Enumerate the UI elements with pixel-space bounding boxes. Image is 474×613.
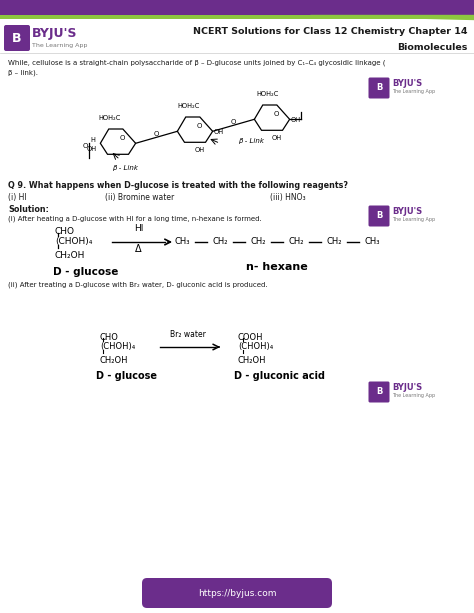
Text: O: O: [273, 111, 279, 117]
FancyBboxPatch shape: [0, 0, 474, 15]
Text: OH: OH: [271, 135, 281, 141]
Text: CH₂OH: CH₂OH: [55, 251, 85, 260]
Text: H: H: [90, 137, 95, 143]
Text: (CHOH)₄: (CHOH)₄: [55, 237, 92, 246]
Text: D - glucose: D - glucose: [96, 371, 157, 381]
Text: BYJU'S: BYJU'S: [392, 383, 422, 392]
FancyBboxPatch shape: [142, 578, 332, 608]
Text: CH₃: CH₃: [174, 237, 190, 246]
FancyBboxPatch shape: [0, 15, 474, 19]
Text: HOH₂C: HOH₂C: [178, 103, 200, 109]
Text: CHO: CHO: [100, 333, 119, 342]
Text: The Learning App: The Learning App: [32, 44, 87, 48]
FancyBboxPatch shape: [4, 25, 30, 51]
Text: B: B: [376, 83, 382, 93]
Text: CH₂OH: CH₂OH: [100, 356, 128, 365]
Text: n- hexane: n- hexane: [246, 262, 308, 272]
FancyBboxPatch shape: [368, 77, 390, 99]
Text: B: B: [12, 31, 22, 45]
Text: OH: OH: [291, 118, 301, 123]
Text: CH₂: CH₂: [288, 237, 304, 246]
Text: β – link).: β – link).: [8, 70, 38, 77]
Text: The Learning App: The Learning App: [392, 216, 435, 221]
Text: Br₂ water: Br₂ water: [170, 330, 205, 339]
Text: CH₃: CH₃: [364, 237, 380, 246]
Text: CHO: CHO: [55, 227, 75, 236]
Text: β - Link: β - Link: [112, 165, 138, 171]
Text: CH₂OH: CH₂OH: [238, 356, 266, 365]
Text: OH: OH: [194, 147, 204, 153]
Text: https://byjus.com: https://byjus.com: [198, 588, 276, 598]
Text: HI: HI: [134, 224, 143, 233]
Text: B: B: [376, 387, 382, 397]
Text: BYJU'S: BYJU'S: [32, 28, 78, 40]
Text: O: O: [154, 131, 159, 137]
Text: (i) HI: (i) HI: [8, 193, 27, 202]
Text: OH: OH: [87, 146, 97, 152]
Text: D - gluconic acid: D - gluconic acid: [234, 371, 325, 381]
Text: Solution:: Solution:: [8, 205, 49, 214]
Text: HOH₂C: HOH₂C: [99, 115, 121, 121]
Text: COOH: COOH: [238, 333, 264, 342]
Text: (iii) HNO₃: (iii) HNO₃: [270, 193, 306, 202]
Text: Δ: Δ: [135, 244, 142, 254]
Text: O: O: [196, 123, 202, 129]
Text: NCERT Solutions for Class 12 Chemistry Chapter 14: NCERT Solutions for Class 12 Chemistry C…: [193, 28, 468, 37]
Text: β - Link: β - Link: [238, 139, 264, 145]
Text: OH: OH: [213, 129, 224, 135]
Text: BYJU'S: BYJU'S: [392, 207, 422, 216]
FancyBboxPatch shape: [368, 381, 390, 403]
Text: D - glucose: D - glucose: [53, 267, 118, 277]
Text: Q 9. What happens when D-glucose is treated with the following reagents?: Q 9. What happens when D-glucose is trea…: [8, 181, 348, 190]
Text: (ii) Bromine water: (ii) Bromine water: [105, 193, 174, 202]
Text: CH₂: CH₂: [212, 237, 228, 246]
Text: CH₂: CH₂: [326, 237, 342, 246]
FancyBboxPatch shape: [0, 19, 474, 53]
Polygon shape: [310, 15, 474, 19]
Text: HOH₂C: HOH₂C: [257, 91, 279, 97]
Text: CH₂: CH₂: [250, 237, 266, 246]
Text: O: O: [231, 120, 236, 125]
Text: B: B: [376, 211, 382, 221]
Text: The Learning App: The Learning App: [392, 392, 435, 397]
Text: O: O: [119, 135, 125, 141]
FancyBboxPatch shape: [368, 205, 390, 226]
Text: (i) After heating a D-glucose with HI for a long time, n-hexane is formed.: (i) After heating a D-glucose with HI fo…: [8, 216, 262, 223]
Text: (CHOH)₄: (CHOH)₄: [100, 342, 135, 351]
Text: (ii) After treating a D-glucose with Br₂ water, D- gluconic acid is produced.: (ii) After treating a D-glucose with Br₂…: [8, 282, 268, 289]
Text: While, cellulose is a straight-chain polysaccharide of β – D-glucose units joine: While, cellulose is a straight-chain pol…: [8, 59, 385, 66]
Text: (CHOH)₄: (CHOH)₄: [238, 342, 273, 351]
Text: BYJU'S: BYJU'S: [392, 78, 422, 88]
Text: O: O: [82, 142, 88, 148]
Text: Biomolecules: Biomolecules: [398, 42, 468, 51]
Text: The Learning App: The Learning App: [392, 88, 435, 94]
